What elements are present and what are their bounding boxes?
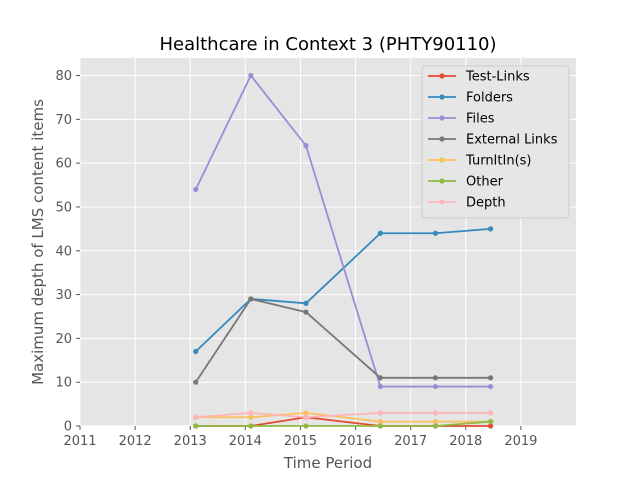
data-point	[303, 309, 309, 315]
legend-item: Folders	[428, 91, 513, 106]
data-point	[303, 423, 309, 429]
x-tick-label: 2011	[63, 434, 96, 449]
data-point	[377, 423, 383, 429]
series-other	[193, 419, 494, 429]
legend-swatch-marker	[439, 178, 445, 184]
y-tick-label: 60	[55, 157, 72, 172]
legend-swatch-marker	[439, 94, 445, 100]
data-point	[377, 383, 383, 390]
data-point	[303, 143, 309, 149]
data-point	[487, 383, 494, 390]
data-point	[193, 379, 199, 385]
series-line	[195, 411, 491, 419]
data-point	[432, 410, 439, 416]
x-tick-label: 2014	[229, 434, 262, 449]
legend-item: Depth	[428, 196, 506, 211]
data-point	[487, 419, 494, 425]
y-tick-label: 70	[55, 113, 72, 128]
series-line	[195, 411, 491, 423]
legend-item: External Links	[428, 133, 558, 148]
x-tick-label: 2016	[339, 434, 372, 449]
legend-swatch-marker	[439, 136, 445, 142]
series-line	[194, 74, 491, 388]
data-point	[487, 226, 494, 232]
data-point	[193, 186, 199, 193]
legend-label: External Links	[466, 133, 558, 148]
y-tick-label: 10	[55, 376, 72, 391]
data-point	[487, 410, 494, 416]
x-tick-label: 2019	[504, 434, 537, 449]
legend-label: Files	[466, 112, 495, 127]
legend-box	[421, 65, 570, 219]
legend-label: Test-Links	[465, 70, 530, 85]
legend-swatch-marker	[439, 157, 445, 163]
legend-item: Other	[428, 175, 504, 190]
x-tick-label: 2015	[284, 434, 317, 449]
data-point	[248, 296, 254, 302]
y-tick-label: 20	[55, 332, 72, 347]
series-external-links	[193, 296, 494, 385]
data-point	[432, 419, 439, 425]
data-point	[377, 375, 383, 381]
legend-label: Other	[466, 175, 504, 190]
data-point	[248, 423, 254, 429]
legend-swatch-marker	[439, 73, 445, 79]
data-point	[487, 423, 494, 429]
data-point	[303, 410, 309, 416]
series-depth	[193, 410, 494, 420]
legend-swatch-marker	[439, 115, 445, 121]
data-point	[432, 375, 439, 381]
x-tick-label: 2013	[174, 434, 207, 449]
data-point	[193, 423, 199, 429]
data-point	[248, 72, 254, 79]
legend-swatch-marker	[439, 199, 445, 205]
y-axis-title: Maximum depth of LMS content items	[29, 99, 47, 385]
x-tick-label: 2017	[394, 434, 427, 449]
series-files	[193, 72, 494, 390]
data-point	[432, 423, 439, 429]
data-point	[303, 300, 309, 306]
data-point	[193, 348, 199, 355]
legend-label: Folders	[466, 91, 513, 106]
x-tick-label: 2012	[119, 434, 152, 449]
data-point	[377, 419, 383, 425]
y-tick-label: 30	[55, 288, 72, 303]
y-tick-label: 40	[55, 244, 72, 259]
series-line	[195, 420, 491, 427]
x-axis-title: Time Period	[283, 454, 372, 472]
data-point	[377, 410, 383, 416]
data-point	[303, 414, 309, 420]
data-point	[193, 414, 199, 420]
data-point	[432, 383, 439, 390]
data-point	[432, 230, 439, 236]
data-point	[487, 375, 494, 381]
data-point	[377, 230, 383, 236]
chart-title: Healthcare in Context 3 (PHTY90110)	[159, 34, 496, 55]
series-line	[194, 298, 491, 383]
data-point	[248, 410, 254, 416]
legend-item: Files	[428, 112, 495, 127]
axis-ticks: 2011 2012 2013 2014 2015 2016 2017 2018 2019 0 10 2…	[55, 69, 537, 449]
legend-label: TurnItIn(s)	[465, 154, 531, 169]
legend-item: Test-Links	[428, 70, 530, 85]
x-tick-label: 2018	[449, 434, 482, 449]
legend-item: TurnItIn(s)	[428, 154, 531, 169]
y-tick-label: 50	[55, 200, 72, 215]
y-tick-label: 0	[64, 420, 72, 435]
y-tick-label: 80	[55, 69, 72, 84]
legend: Test-Links Folders Files External Links Turn…	[421, 65, 570, 219]
data-point	[248, 414, 254, 420]
series-lines	[193, 72, 494, 429]
legend-label: Depth	[466, 196, 506, 211]
